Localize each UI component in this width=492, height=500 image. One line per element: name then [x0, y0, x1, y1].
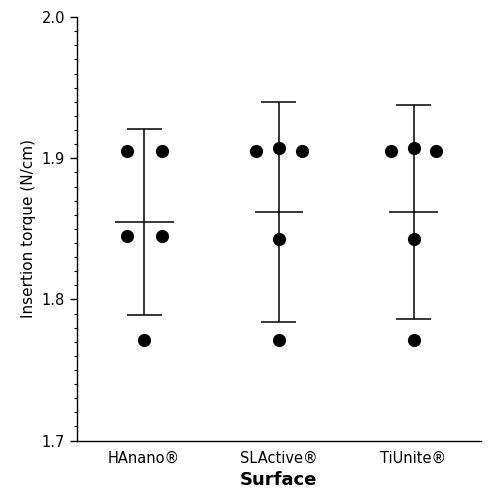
Point [275, 234, 283, 242]
Point [410, 234, 418, 242]
Point [410, 144, 418, 152]
Point [410, 336, 418, 344]
Point [140, 336, 148, 344]
X-axis label: Surface: Surface [240, 471, 317, 489]
Point [275, 144, 283, 152]
Point [158, 147, 166, 155]
Point [387, 147, 395, 155]
Point [275, 336, 283, 344]
Point [158, 232, 166, 240]
Point [298, 147, 306, 155]
Point [432, 147, 440, 155]
Point [252, 147, 260, 155]
Point [123, 232, 130, 240]
Point [123, 147, 130, 155]
Y-axis label: Insertion torque (N/cm): Insertion torque (N/cm) [21, 140, 36, 318]
